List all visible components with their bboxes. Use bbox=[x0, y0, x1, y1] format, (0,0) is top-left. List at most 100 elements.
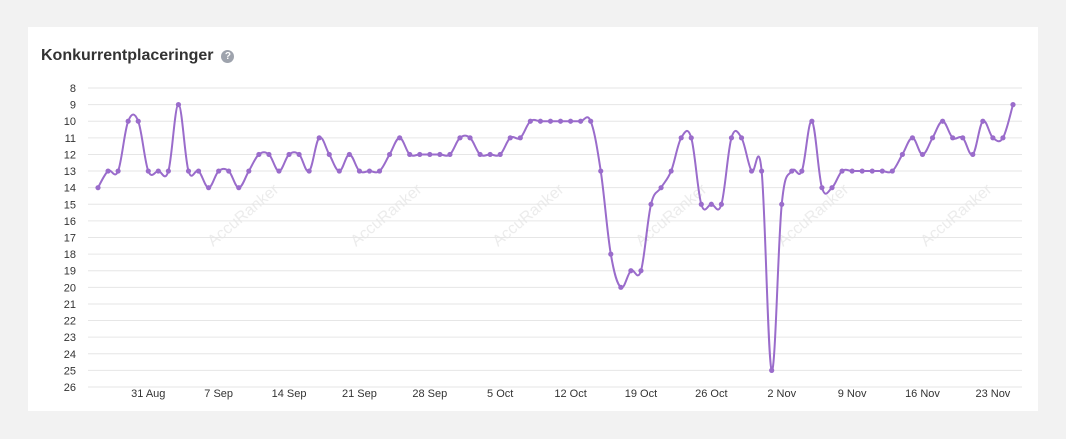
data-point-11 bbox=[206, 185, 212, 191]
data-point-51 bbox=[608, 251, 614, 257]
data-point-41 bbox=[507, 135, 513, 141]
x-tick-label-10: 9 Nov bbox=[838, 388, 867, 400]
chart-title: Konkurrentplaceringer bbox=[41, 47, 214, 64]
y-tick-label-12: 12 bbox=[64, 149, 76, 161]
data-point-89 bbox=[990, 135, 996, 141]
data-point-53 bbox=[628, 268, 634, 274]
data-point-63 bbox=[728, 135, 735, 141]
data-point-12 bbox=[216, 168, 222, 174]
data-point-27 bbox=[366, 168, 373, 174]
data-point-55 bbox=[648, 201, 654, 207]
data-point-0 bbox=[95, 185, 101, 191]
data-point-20 bbox=[296, 151, 302, 158]
data-point-65 bbox=[748, 168, 755, 174]
data-point-59 bbox=[688, 135, 694, 141]
data-point-31 bbox=[407, 151, 413, 158]
y-tick-label-20: 20 bbox=[64, 282, 76, 294]
y-tick-label-22: 22 bbox=[64, 316, 76, 328]
x-tick-label-4: 28 Sep bbox=[412, 388, 447, 400]
x-tick-label-1: 7 Sep bbox=[204, 388, 233, 400]
data-point-4 bbox=[135, 118, 141, 124]
y-tick-label-11: 11 bbox=[65, 133, 76, 145]
data-point-77 bbox=[869, 168, 875, 174]
data-point-36 bbox=[457, 135, 463, 141]
data-point-91 bbox=[1010, 102, 1016, 108]
data-point-72 bbox=[819, 185, 825, 191]
data-point-64 bbox=[738, 135, 745, 141]
data-point-26 bbox=[356, 168, 363, 174]
y-tick-label-9: 9 bbox=[70, 100, 76, 112]
data-point-3 bbox=[125, 118, 131, 124]
data-point-35 bbox=[447, 151, 453, 158]
data-point-1 bbox=[105, 168, 111, 174]
data-point-28 bbox=[376, 168, 383, 174]
data-point-16 bbox=[256, 151, 262, 158]
data-point-25 bbox=[346, 151, 352, 158]
y-tick-label-13: 13 bbox=[64, 166, 76, 178]
y-tick-label-15: 15 bbox=[64, 199, 76, 211]
data-point-71 bbox=[809, 118, 815, 124]
data-point-39 bbox=[487, 151, 493, 158]
data-point-49 bbox=[588, 118, 594, 124]
x-tick-label-2: 14 Sep bbox=[272, 388, 307, 400]
data-point-80 bbox=[899, 151, 905, 158]
data-point-74 bbox=[839, 168, 845, 174]
y-tick-label-17: 17 bbox=[64, 233, 76, 245]
data-point-7 bbox=[165, 168, 171, 174]
data-point-40 bbox=[497, 151, 503, 158]
series-line bbox=[97, 103, 1014, 372]
data-point-23 bbox=[326, 151, 332, 158]
data-point-54 bbox=[638, 268, 644, 274]
help-icon[interactable]: ? bbox=[221, 49, 235, 63]
data-point-45 bbox=[547, 118, 554, 124]
y-tick-label-14: 14 bbox=[64, 183, 76, 195]
data-point-37 bbox=[467, 135, 473, 141]
data-point-82 bbox=[919, 151, 926, 158]
x-tick-label-0: 31 Aug bbox=[131, 388, 165, 400]
data-point-56 bbox=[658, 185, 664, 191]
y-tick-label-23: 23 bbox=[64, 332, 76, 344]
data-point-34 bbox=[437, 151, 443, 158]
data-point-78 bbox=[879, 168, 885, 174]
data-point-84 bbox=[940, 118, 946, 124]
data-point-5 bbox=[145, 168, 151, 174]
data-point-86 bbox=[960, 135, 966, 141]
data-point-75 bbox=[849, 168, 855, 174]
data-point-18 bbox=[276, 168, 282, 174]
y-tick-label-10: 10 bbox=[64, 116, 76, 128]
data-point-19 bbox=[286, 151, 292, 158]
data-point-58 bbox=[678, 135, 684, 141]
watermark-5: AccuRanker bbox=[918, 181, 996, 250]
data-point-30 bbox=[397, 135, 403, 141]
watermark-2: AccuRanker bbox=[490, 181, 568, 250]
watermark-4: AccuRanker bbox=[775, 181, 853, 250]
data-point-85 bbox=[950, 135, 956, 141]
data-point-42 bbox=[517, 135, 523, 141]
data-point-88 bbox=[980, 118, 986, 124]
data-point-52 bbox=[618, 284, 624, 290]
watermark-0: AccuRanker bbox=[205, 181, 283, 250]
chart-header: Konkurrentplaceringer ? bbox=[41, 47, 235, 65]
data-point-43 bbox=[527, 118, 533, 124]
x-tick-label-11: 16 Nov bbox=[905, 388, 940, 400]
data-point-38 bbox=[477, 151, 483, 158]
data-point-57 bbox=[668, 168, 674, 174]
data-point-73 bbox=[829, 185, 835, 191]
data-point-24 bbox=[336, 168, 342, 174]
line-chart: AccuRanker AccuRanker AccuRanker AccuRanker… bbox=[64, 83, 1022, 400]
y-tick-label-18: 18 bbox=[64, 249, 76, 261]
data-point-79 bbox=[889, 168, 895, 174]
y-tick-label-24: 24 bbox=[64, 349, 76, 361]
watermark-1: AccuRanker bbox=[348, 181, 426, 250]
data-point-48 bbox=[578, 118, 584, 124]
data-point-70 bbox=[799, 168, 805, 174]
data-point-90 bbox=[1000, 135, 1006, 141]
data-point-13 bbox=[226, 168, 232, 174]
data-point-10 bbox=[195, 168, 202, 174]
data-point-87 bbox=[970, 151, 976, 158]
data-point-21 bbox=[306, 168, 312, 174]
data-point-69 bbox=[789, 168, 795, 174]
data-point-83 bbox=[929, 135, 936, 141]
data-point-17 bbox=[266, 151, 272, 158]
data-point-44 bbox=[537, 118, 544, 124]
